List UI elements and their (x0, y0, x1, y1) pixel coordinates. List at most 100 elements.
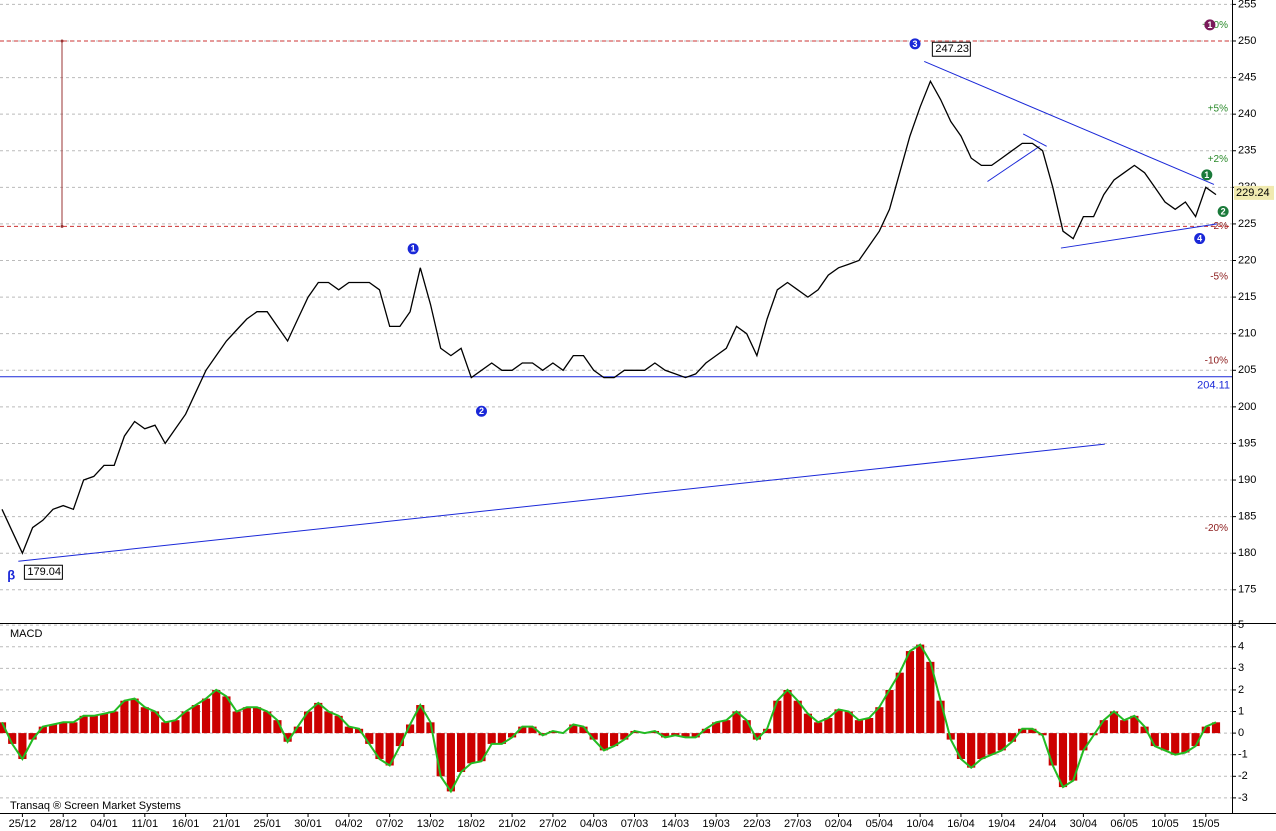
macd-bar (99, 713, 109, 734)
x-tick-label: 07/02 (376, 818, 404, 830)
y-tick-label: -2 (1238, 770, 1248, 782)
y-tick-label: 210 (1238, 328, 1256, 340)
macd-bar (140, 707, 149, 734)
wave-label: 1 (1207, 20, 1212, 30)
macd-bar (885, 689, 894, 734)
trendline (1060, 223, 1218, 249)
macd-bar (783, 689, 792, 734)
macd-bar (120, 700, 129, 734)
macd-bar (926, 661, 935, 734)
macd-bar (18, 733, 27, 760)
trendline (1022, 133, 1047, 147)
macd-bar (1048, 733, 1057, 766)
macd-bar (405, 724, 415, 734)
y-tick-label: 2 (1238, 684, 1244, 696)
macd-bar (610, 733, 619, 747)
macd-bar (395, 733, 404, 747)
wave-label: 4 (1197, 233, 1202, 243)
macd-bar (293, 726, 302, 734)
wave-label: 2 (479, 406, 484, 416)
x-tick-label: 10/04 (906, 818, 934, 830)
macd-bar (956, 733, 966, 760)
wave-label: 1 (411, 244, 416, 254)
macd-bar (997, 733, 1006, 751)
macd-bar (691, 733, 700, 738)
macd-bar (1028, 728, 1037, 734)
y-tick-label: 225 (1238, 218, 1256, 230)
macd-bar (273, 720, 282, 734)
y-tick-label: -1 (1238, 749, 1248, 761)
y-tick-label: 245 (1238, 71, 1256, 83)
macd-bar (436, 733, 445, 777)
macd-bar (1109, 711, 1119, 734)
macd-bar (497, 733, 506, 744)
y-tick-label: 240 (1238, 108, 1256, 120)
x-tick-label: 04/01 (90, 818, 118, 830)
macd-title: MACD (10, 628, 42, 640)
macd-bar (569, 724, 578, 734)
y-tick-label: 175 (1238, 584, 1256, 596)
x-tick-label: 30/04 (1070, 818, 1098, 830)
macd-bar (426, 722, 435, 734)
percent-label: -2% (1210, 221, 1228, 232)
y-tick-label: 3 (1238, 662, 1244, 674)
macd-bar (793, 700, 802, 734)
macd-bar (722, 720, 731, 734)
macd-bar (752, 733, 762, 740)
macd-bar (1181, 733, 1190, 753)
support-label: 204.11 (1197, 380, 1230, 392)
x-tick-label: 21/01 (213, 818, 241, 830)
macd-bar (916, 644, 925, 734)
macd-bar (89, 715, 98, 734)
macd-bar (79, 715, 88, 734)
macd-bar (456, 733, 466, 772)
y-tick-label: 195 (1238, 437, 1256, 449)
y-tick-label: 0 (1238, 727, 1244, 739)
macd-bar (1130, 715, 1139, 734)
x-tick-label: 13/02 (417, 818, 445, 830)
wave-marker (909, 38, 921, 50)
macd-bar (1171, 733, 1180, 755)
y-tick-label: -3 (1238, 792, 1248, 804)
y-tick-label: 1 (1238, 705, 1244, 717)
macd-bar (314, 702, 323, 734)
price-label: 179.04 (27, 566, 61, 578)
macd-bar (375, 733, 384, 760)
y-tick-label: 205 (1238, 364, 1256, 376)
macd-bar (252, 707, 262, 734)
macd-signal (1, 643, 1217, 794)
macd-bar (763, 728, 772, 734)
wave-marker (1217, 205, 1229, 217)
macd-bar (487, 733, 496, 744)
wave-label: 2 (1221, 206, 1226, 216)
macd-bar (130, 698, 139, 734)
macd-bar (844, 711, 853, 734)
macd-bar (8, 733, 17, 744)
wave-label: β (7, 567, 15, 582)
macd-bar (201, 698, 211, 734)
macd-bar (620, 733, 629, 740)
macd-bar (222, 696, 231, 734)
x-tick-label: 06/05 (1110, 818, 1138, 830)
trendline (987, 145, 1040, 182)
last-price-box (1234, 185, 1274, 200)
x-tick-label: 27/02 (539, 818, 567, 830)
x-tick-label: 15/05 (1192, 818, 1220, 830)
x-tick-label: 14/03 (662, 818, 690, 830)
macd-bar (191, 705, 200, 734)
y-tick-label: 185 (1238, 511, 1256, 523)
macd-bar (242, 707, 251, 734)
macd-bar (1018, 728, 1027, 734)
macd-bar (69, 722, 78, 734)
x-tick-label: 24/04 (1029, 818, 1057, 830)
x-tick-label: 21/02 (498, 818, 526, 830)
macd-bar (661, 733, 670, 738)
x-tick-label: 04/02 (335, 818, 363, 830)
macd-bar (38, 726, 47, 734)
y-tick-label: 255 (1238, 0, 1256, 10)
macd-bar (936, 700, 945, 734)
x-tick-label: 05/04 (866, 818, 894, 830)
macd-bar (599, 733, 608, 751)
macd-bar (416, 705, 425, 734)
